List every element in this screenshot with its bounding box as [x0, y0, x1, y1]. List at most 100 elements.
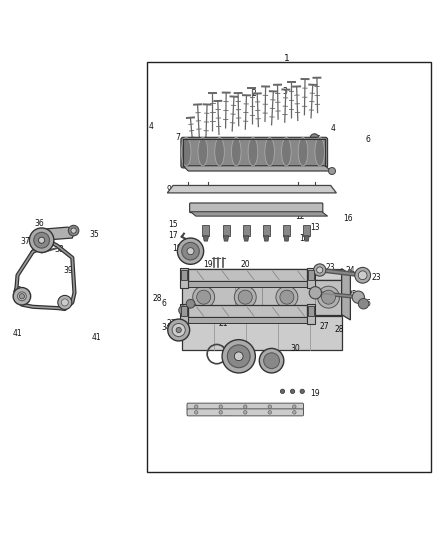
Text: 20: 20 [240, 260, 250, 269]
Ellipse shape [231, 138, 241, 166]
Text: 18: 18 [173, 245, 182, 254]
Circle shape [187, 248, 194, 255]
Text: 7: 7 [175, 133, 180, 142]
Circle shape [317, 267, 323, 273]
Circle shape [186, 300, 195, 308]
Polygon shape [223, 236, 229, 241]
Circle shape [227, 345, 250, 368]
Text: 22: 22 [267, 275, 276, 284]
Text: 5: 5 [238, 308, 244, 317]
Bar [308, 270, 314, 280]
Text: 8: 8 [182, 150, 186, 159]
Bar [182, 269, 342, 280]
Polygon shape [167, 185, 336, 193]
Ellipse shape [282, 138, 291, 166]
Circle shape [358, 298, 369, 309]
Circle shape [309, 287, 321, 299]
Text: 17: 17 [168, 231, 178, 240]
Text: 23: 23 [326, 263, 336, 272]
Polygon shape [191, 212, 328, 216]
Polygon shape [284, 236, 289, 241]
Bar [283, 225, 290, 236]
Circle shape [194, 405, 198, 408]
Text: 31: 31 [223, 409, 233, 418]
Bar [188, 305, 307, 317]
Text: 4: 4 [148, 122, 154, 131]
Text: 6: 6 [162, 299, 167, 308]
Ellipse shape [215, 138, 224, 166]
Text: 34: 34 [162, 324, 171, 332]
Bar [202, 225, 209, 236]
Text: 14: 14 [300, 233, 309, 243]
Text: 28: 28 [152, 294, 162, 303]
Circle shape [238, 290, 252, 304]
Circle shape [68, 225, 79, 236]
FancyBboxPatch shape [181, 138, 328, 168]
Circle shape [321, 290, 336, 304]
Circle shape [19, 294, 25, 299]
Circle shape [314, 264, 326, 276]
Bar [182, 280, 342, 314]
Circle shape [244, 405, 247, 408]
Circle shape [328, 167, 336, 174]
Circle shape [13, 287, 31, 305]
FancyArrowPatch shape [188, 142, 191, 145]
Polygon shape [182, 311, 350, 316]
Bar [263, 225, 270, 236]
Text: 2: 2 [252, 89, 256, 98]
Text: 19: 19 [203, 260, 213, 269]
Bar [147, 61, 431, 472]
Circle shape [318, 286, 339, 308]
Circle shape [172, 324, 185, 336]
Text: 5: 5 [219, 297, 224, 306]
Circle shape [358, 271, 367, 280]
Text: 32: 32 [234, 359, 244, 368]
Circle shape [182, 243, 199, 260]
Text: 15: 15 [168, 220, 178, 229]
Text: 6: 6 [365, 299, 371, 308]
FancyBboxPatch shape [190, 203, 323, 213]
Text: 12: 12 [295, 212, 305, 221]
Circle shape [293, 405, 296, 408]
Text: 41: 41 [13, 328, 22, 337]
Circle shape [268, 405, 272, 408]
Polygon shape [304, 236, 309, 241]
Bar [307, 304, 315, 324]
Circle shape [219, 410, 223, 414]
Text: 38: 38 [54, 245, 64, 254]
Text: 1: 1 [284, 54, 290, 63]
Polygon shape [188, 317, 307, 324]
Circle shape [222, 340, 255, 373]
Polygon shape [188, 281, 307, 287]
Text: 35: 35 [89, 230, 99, 239]
Text: 13: 13 [311, 223, 320, 231]
Circle shape [71, 228, 76, 233]
Ellipse shape [198, 138, 208, 166]
Polygon shape [183, 166, 331, 171]
Circle shape [194, 410, 198, 414]
Text: 36: 36 [35, 219, 44, 228]
Text: 26: 26 [179, 280, 189, 289]
Circle shape [34, 232, 49, 248]
Ellipse shape [248, 138, 258, 166]
Text: 16: 16 [343, 214, 353, 223]
Circle shape [177, 238, 204, 264]
FancyBboxPatch shape [187, 403, 304, 410]
Text: 29: 29 [335, 286, 344, 295]
Text: 28: 28 [335, 325, 344, 334]
Bar [180, 268, 188, 288]
Text: 19: 19 [311, 389, 320, 398]
Text: 27: 27 [166, 319, 176, 328]
Circle shape [179, 306, 187, 314]
Circle shape [264, 353, 279, 368]
Text: 11: 11 [254, 209, 263, 219]
Polygon shape [36, 227, 74, 240]
Circle shape [276, 286, 298, 308]
Text: 41: 41 [92, 333, 101, 342]
Text: 30: 30 [291, 344, 300, 353]
Text: 40: 40 [13, 286, 22, 295]
Ellipse shape [181, 138, 191, 166]
FancyBboxPatch shape [187, 409, 304, 416]
Polygon shape [203, 236, 208, 241]
Text: 33: 33 [222, 348, 231, 357]
